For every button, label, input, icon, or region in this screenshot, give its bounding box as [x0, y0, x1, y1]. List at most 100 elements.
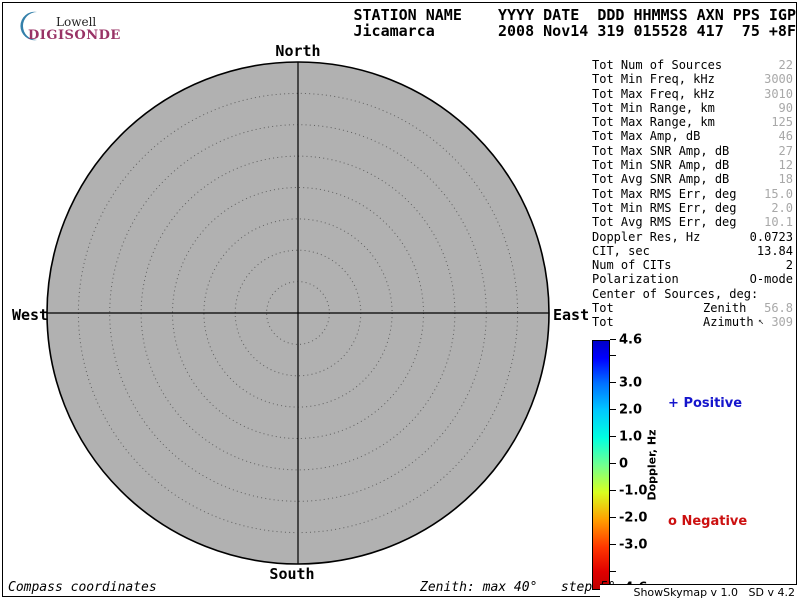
colorbar-tick-label: 3.0 [619, 375, 643, 391]
stats-label: Tot Min Range, km [592, 100, 715, 115]
stats-row: Tot Max Range, km 125 [592, 115, 793, 129]
stats-label: Tot Max RMS Err, deg [592, 186, 737, 201]
stats-row: Tot Zenith 56.8 [592, 301, 793, 315]
legend-negative: o Negative [668, 514, 747, 529]
logo-digisonde: DIGISONDE [28, 28, 121, 43]
legend-positive-label: Positive [683, 396, 743, 411]
coordinates-mode-label: Compass coordinates [8, 580, 157, 595]
stats-label: Tot Max Amp, dB [592, 129, 701, 144]
colorbar-tick-label: -3.0 [619, 537, 648, 553]
stats-value: O-mode [749, 272, 793, 287]
colorbar-tick-label: -2.0 [619, 510, 648, 526]
stats-row: Tot Max SNR Amp, dB 27 [592, 144, 793, 158]
colorbar-tick-label: -1.0 [619, 483, 648, 499]
colorbar-tick [610, 382, 616, 384]
colorbar-tick-label: 0 [619, 456, 629, 472]
stats-label: Tot Max SNR Amp, dB [592, 143, 730, 158]
logo-lowell: Lowell [56, 15, 97, 29]
compass-label-north: North [275, 42, 321, 60]
stats-label: CIT, sec [592, 243, 650, 258]
stats-value: 3000 [764, 72, 793, 87]
stats-value: 90 [778, 100, 793, 115]
colorbar-tick-label: 1.0 [619, 429, 643, 445]
stats-row: Tot Num of Sources 22 [592, 58, 793, 72]
stats-label: Center of Sources, deg: [592, 286, 759, 301]
legend-negative-label: Negative [681, 514, 748, 529]
stats-value: 13.84 [756, 243, 793, 258]
stats-value: 18 [778, 172, 793, 187]
colorbar-tick [610, 409, 616, 411]
stats-label: Tot [592, 301, 614, 316]
compass-label-east: East [553, 306, 590, 324]
stats-value: 46 [778, 129, 793, 144]
version-label: ShowSkymap v 1.0 SD v 4.2 [600, 584, 797, 600]
stats-value: 309 [771, 315, 793, 330]
doppler-colorbar [592, 340, 610, 590]
stats-value: 56.8 [764, 301, 793, 316]
colorbar-tick-label: 4.6 [619, 332, 643, 348]
stats-row: Tot Max RMS Err, deg 15.0 [592, 187, 793, 201]
stats-label: Num of CITs [592, 258, 672, 273]
stats-row: Tot Min Freq, kHz 3000 [592, 72, 793, 86]
legend-positive: + Positive [668, 396, 742, 411]
stats-value: 2.0 [771, 200, 793, 215]
logo: Lowell DIGISONDE [10, 8, 120, 46]
stats-row: Tot Min Range, km 90 [592, 101, 793, 115]
stats-label: Tot Min RMS Err, deg [592, 200, 737, 215]
stats-label: Doppler Res, Hz [592, 229, 701, 244]
compass-label-west: West [12, 306, 49, 324]
colorbar-tick [610, 463, 616, 464]
stats-row: Tot Min RMS Err, deg 2.0 [592, 201, 793, 215]
crescent-icon [20, 11, 37, 41]
stats-sublabel: Zenith [703, 301, 747, 316]
plus-marker-icon: + [668, 396, 679, 411]
stats-row: Tot Avg RMS Err, deg 10.1 [592, 215, 793, 229]
stats-value: 3010 [764, 86, 793, 101]
stats-label: Tot Max Range, km [592, 115, 715, 130]
stats-row: Tot Azimuth ↖ 309 [592, 315, 793, 329]
colorbar-title: Doppler, Hz [645, 429, 659, 501]
stats-value: 0.0723 [749, 229, 793, 244]
stats-value: 22 [778, 58, 793, 72]
stats-value: 10.1 [764, 215, 793, 230]
azimuth-direction-arrow-icon: ↖ [758, 316, 765, 328]
stats-row: Num of CITs 2 [592, 258, 793, 272]
header-block: STATION NAME YYYY DATE DDD HHMMSS AXN PP… [353, 7, 796, 39]
colorbar-tick [610, 516, 616, 518]
stats-label: Tot Min Freq, kHz [592, 72, 715, 87]
stats-value: 15.0 [764, 186, 793, 201]
colorbar-tick-label: 2.0 [619, 402, 643, 418]
stats-row: Tot Min SNR Amp, dB 12 [592, 158, 793, 172]
stats-label: Tot Avg SNR Amp, dB [592, 172, 730, 187]
stats-label: Tot Max Freq, kHz [592, 86, 715, 101]
stats-row: Tot Avg SNR Amp, dB 18 [592, 172, 793, 186]
colorbar-tick [610, 543, 616, 545]
stats-value: 27 [778, 143, 793, 158]
header-values: Jicamarca 2008 Nov14 319 015528 417 75 +… [353, 22, 796, 40]
stats-row: Tot Max Freq, kHz 3010 [592, 87, 793, 101]
colorbar-tick [610, 570, 616, 572]
stats-row: Tot Max Amp, dB 46 [592, 129, 793, 143]
stats-row: Center of Sources, deg: [592, 287, 793, 301]
stats-row: Doppler Res, Hz 0.0723 [592, 230, 793, 244]
stats-sublabel: Azimuth [703, 315, 754, 330]
zenith-scale-label: Zenith: max 40° step 5° [420, 580, 616, 595]
stats-row: Polarization O-mode [592, 272, 793, 286]
stats-label: Tot [592, 315, 614, 330]
stats-label: Tot Num of Sources [592, 58, 723, 72]
stats-value: 2 [785, 258, 793, 273]
colorbar-tick [610, 436, 616, 438]
stats-label: Polarization [592, 272, 679, 287]
colorbar-tick [610, 489, 616, 491]
stats-row: CIT, sec 13.84 [592, 244, 793, 258]
stats-panel: Tot Num of Sources 22 Tot Min Freq, kHz 300… [592, 58, 793, 330]
stats-label: Tot Avg RMS Err, deg [592, 215, 737, 230]
stats-value: 125 [771, 115, 793, 130]
colorbar-tick [610, 339, 616, 340]
circle-marker-icon: o [668, 514, 677, 529]
stats-label: Tot Min SNR Amp, dB [592, 158, 730, 173]
colorbar-tick [610, 355, 616, 357]
